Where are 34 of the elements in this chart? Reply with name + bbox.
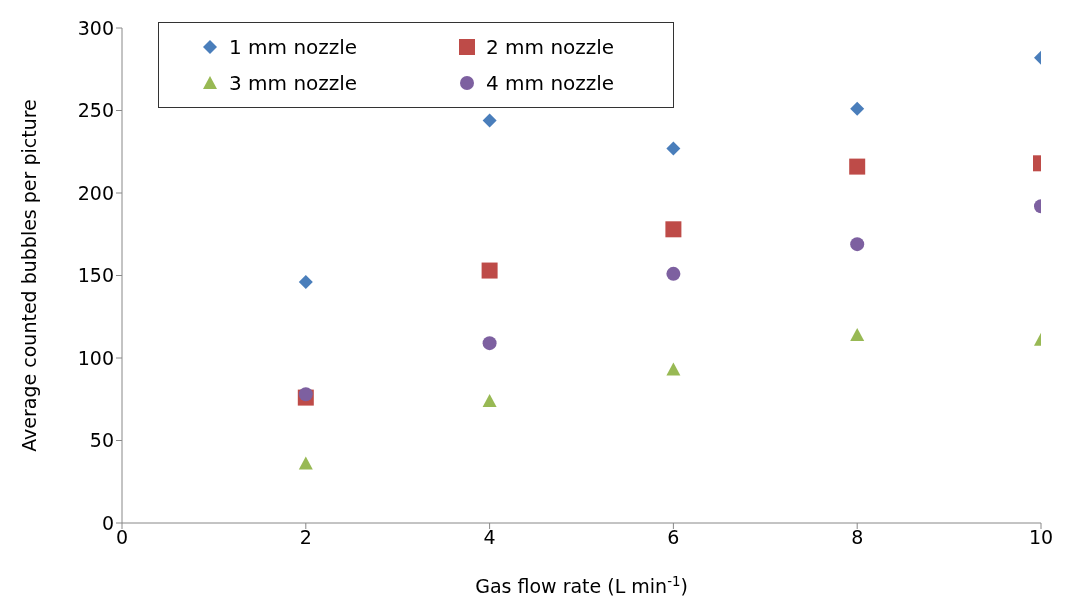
x-tick-label: 10	[1028, 526, 1054, 549]
x-tick-label: 8	[851, 526, 864, 549]
y-tick-label: 300	[77, 16, 114, 39]
point	[298, 275, 313, 290]
point	[850, 237, 865, 252]
y-tick-label: 50	[89, 429, 114, 452]
y-axis-title: Average counted bubbles per picture	[18, 99, 40, 452]
x-tick-label: 6	[667, 526, 680, 549]
point	[482, 113, 497, 128]
legend-label: 3 mm nozzle	[229, 71, 358, 95]
y-tick-label: 100	[77, 346, 114, 369]
point	[298, 387, 313, 402]
point	[482, 336, 497, 351]
point	[666, 266, 681, 281]
x-tick-label: 0	[115, 526, 129, 549]
y-tick-label: 250	[77, 99, 114, 122]
x-tick-label: 2	[299, 526, 312, 549]
x-tick-label: 4	[483, 526, 496, 549]
x-axis-title: Gas flow rate (L min$^{-1}$)	[475, 573, 688, 597]
point	[849, 158, 866, 175]
point	[850, 101, 865, 116]
point	[666, 362, 681, 376]
y-tick-label: 0	[101, 511, 114, 534]
point	[298, 456, 313, 470]
point	[666, 141, 681, 156]
point	[850, 327, 865, 341]
point	[482, 393, 497, 407]
y-tick-label: 150	[77, 264, 114, 287]
y-tick-label: 200	[77, 181, 114, 204]
point	[665, 221, 682, 238]
legend-label: 1 mm nozzle	[229, 35, 358, 59]
point	[481, 262, 498, 279]
legend-label: 4 mm nozzle	[486, 71, 615, 95]
legend-label: 2 mm nozzle	[486, 35, 615, 59]
